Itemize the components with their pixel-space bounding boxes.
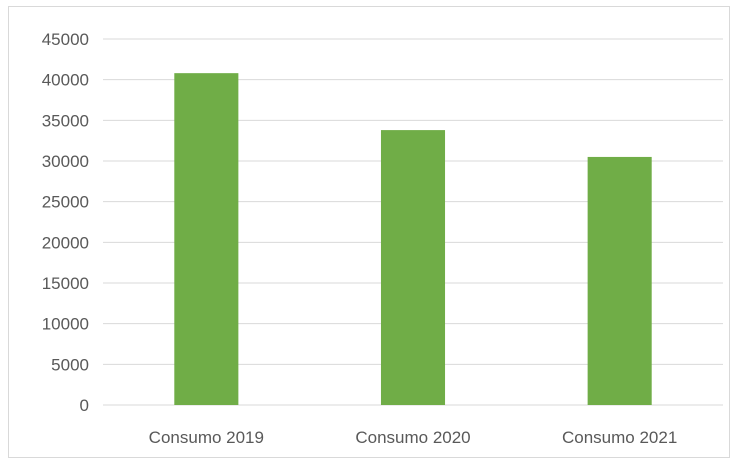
y-tick-label: 5000 — [51, 355, 89, 374]
bar-consumo-2019 — [174, 73, 239, 405]
y-axis-tick-labels: 0 5000 10000 15000 20000 25000 30000 35000 40000… — [42, 30, 89, 415]
bar-chart: 0 5000 10000 15000 20000 25000 30000 35000 40000… — [42, 30, 723, 447]
y-tick-label: 30000 — [42, 152, 89, 171]
y-tick-label: 25000 — [42, 193, 89, 212]
y-tick-label: 15000 — [42, 274, 89, 293]
x-category-label: Consumo 2021 — [562, 428, 677, 447]
y-tick-label: 20000 — [42, 233, 89, 252]
x-axis-category-labels: Consumo 2019 Consumo 2020 Consumo 2021 — [149, 428, 678, 447]
chart-frame: 0 5000 10000 15000 20000 25000 30000 35000 40000… — [8, 6, 730, 458]
bar-consumo-2021 — [587, 156, 652, 405]
x-category-label: Consumo 2019 — [149, 428, 264, 447]
y-tick-label: 40000 — [42, 71, 89, 90]
y-tick-label: 0 — [80, 396, 89, 415]
bars — [174, 73, 652, 405]
bar-consumo-2020 — [380, 130, 446, 405]
y-tick-label: 10000 — [42, 315, 89, 334]
y-tick-label: 45000 — [42, 30, 89, 49]
x-category-label: Consumo 2020 — [355, 428, 470, 447]
y-tick-label: 35000 — [42, 111, 89, 130]
